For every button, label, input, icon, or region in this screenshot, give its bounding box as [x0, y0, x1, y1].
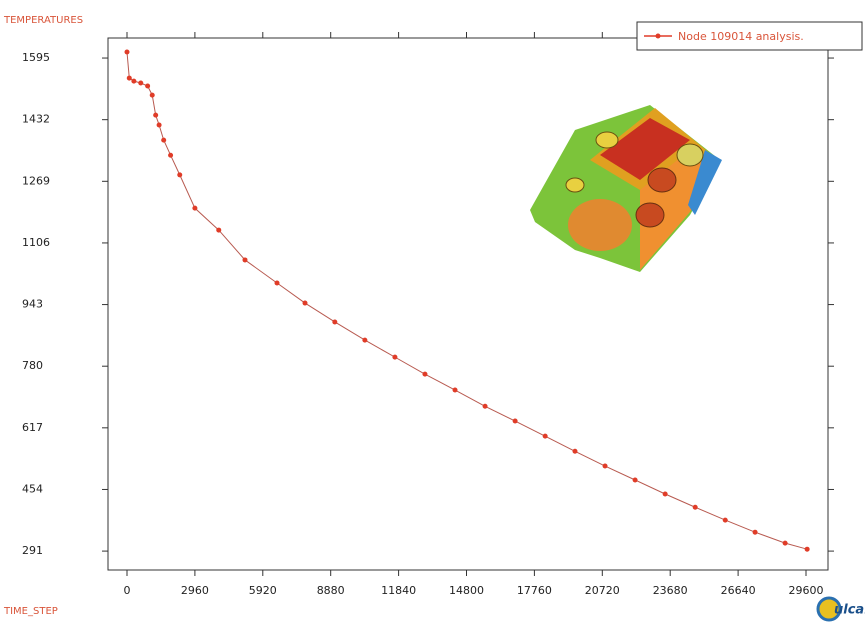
x-tick-label: 14800	[449, 584, 484, 597]
data-point	[177, 172, 182, 177]
x-tick-label: 23680	[653, 584, 688, 597]
data-point	[192, 206, 197, 211]
engine-illustration	[530, 105, 722, 272]
data-point	[483, 404, 488, 409]
data-point	[753, 530, 758, 535]
data-point	[543, 434, 548, 439]
y-tick-label: 1106	[22, 236, 50, 249]
logo: ulcan	[818, 598, 865, 620]
y-tick-label: 943	[22, 298, 43, 311]
data-point	[275, 281, 280, 286]
legend-marker	[656, 34, 661, 39]
data-point	[242, 257, 247, 262]
data-point	[332, 319, 337, 324]
data-point	[805, 547, 810, 552]
y-tick-label: 291	[22, 544, 43, 557]
data-point	[392, 355, 397, 360]
data-point	[131, 79, 136, 84]
y-tick-label: 780	[22, 359, 43, 372]
data-point	[153, 113, 158, 118]
x-tick-label: 20720	[585, 584, 620, 597]
data-point	[663, 492, 668, 497]
data-point	[124, 49, 129, 54]
chart: TEMPERATURES TIME_STEP 291 454 617 780 943 11…	[0, 0, 865, 623]
data-point	[573, 449, 578, 454]
legend: Node 109014 analysis.	[637, 22, 862, 50]
x-tick-label: 17760	[517, 584, 552, 597]
data-point	[216, 228, 221, 233]
data-point	[783, 541, 788, 546]
y-tick-label: 454	[22, 482, 43, 495]
x-tick-label: 0	[123, 584, 130, 597]
logo-text: ulcan	[834, 603, 865, 618]
series-line	[127, 52, 807, 549]
data-point	[138, 80, 143, 85]
x-tick-label: 29600	[789, 584, 824, 597]
data-point	[513, 419, 518, 424]
data-point	[150, 93, 155, 98]
x-tick-label: 5920	[249, 584, 277, 597]
data-point	[422, 372, 427, 377]
y-tick-label: 617	[22, 421, 43, 434]
data-point	[603, 464, 608, 469]
y-tick-label: 1432	[22, 113, 50, 126]
y-axis-title: TEMPERATURES	[3, 15, 83, 26]
data-point	[453, 388, 458, 393]
data-point	[693, 505, 698, 510]
data-point	[145, 84, 150, 89]
x-tick-label: 2960	[181, 584, 209, 597]
data-point	[157, 122, 162, 127]
page: {"chart_data": {"type": "line", "y_label…	[0, 0, 865, 623]
data-point	[362, 338, 367, 343]
data-point	[723, 518, 728, 523]
y-tick-label: 1595	[22, 51, 50, 64]
data-point	[161, 138, 166, 143]
data-point	[633, 478, 638, 483]
data-point	[127, 76, 132, 81]
plot-frame	[108, 38, 828, 570]
legend-label: Node 109014 analysis.	[678, 30, 804, 43]
x-tick-label: 26640	[721, 584, 756, 597]
x-tick-label: 11840	[381, 584, 416, 597]
data-point	[303, 301, 308, 306]
x-axis-title: TIME_STEP	[3, 606, 58, 617]
y-tick-label: 1269	[22, 174, 50, 187]
x-tick-label: 8880	[317, 584, 345, 597]
data-point	[168, 153, 173, 158]
